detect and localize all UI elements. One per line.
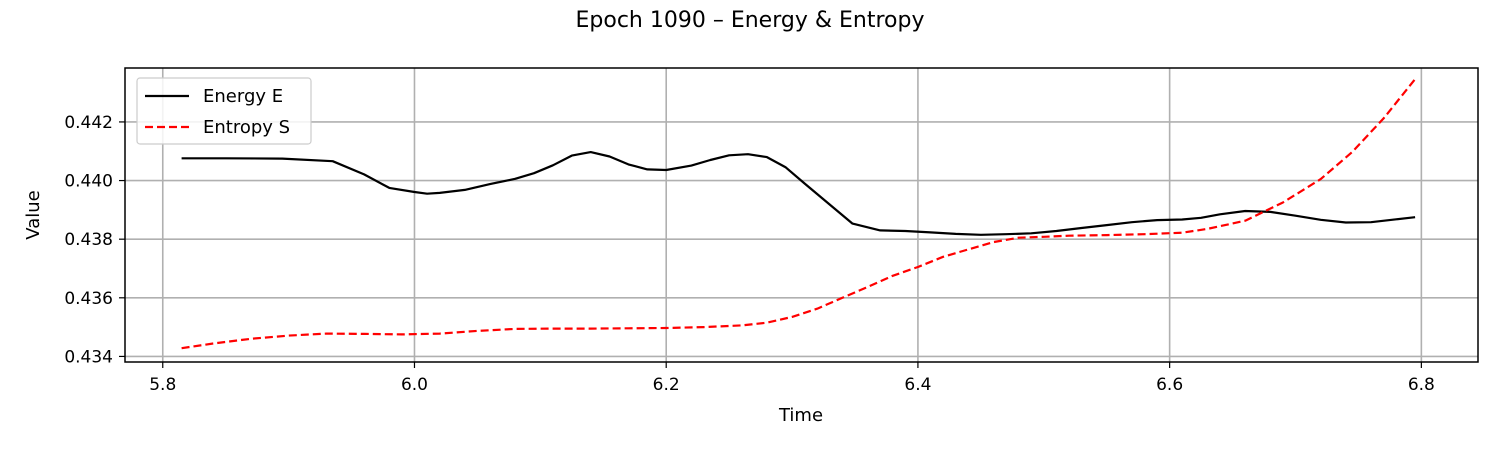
legend-box <box>136 77 312 145</box>
y-tick-label: 0.438 <box>64 230 113 250</box>
series-layer <box>181 78 1416 350</box>
tick-layer: 5.8 6.0 6.2 6.4 6.6 6.8 0.434 0.436 0.438 0.440 0.… <box>64 113 1435 395</box>
grid-layer <box>125 68 1478 362</box>
x-tick-label: 5.8 <box>149 375 176 395</box>
x-tick-label: 6.8 <box>1408 375 1435 395</box>
legend-label-entropy: Entropy S <box>203 117 290 138</box>
x-tick-label: 6.4 <box>904 375 931 395</box>
y-tick-label: 0.434 <box>64 347 113 367</box>
legend-label-energy: Energy E <box>203 86 283 107</box>
legend: Energy E Entropy S <box>136 77 312 145</box>
x-tick-label: 6.0 <box>401 375 428 395</box>
series-line-entropy <box>181 78 1416 350</box>
y-tick-label: 0.440 <box>64 172 113 192</box>
x-axis-label: Time <box>778 405 823 426</box>
y-tick-label: 0.436 <box>64 289 113 309</box>
x-tick-label: 6.2 <box>653 375 680 395</box>
y-tick-label: 0.442 <box>64 113 113 133</box>
plot-frame <box>124 67 1479 363</box>
series-line-energy <box>181 151 1416 236</box>
chart-title: Epoch 1090 – Energy & Entropy <box>576 8 925 33</box>
y-axis-label: Value <box>23 190 44 239</box>
x-tick-label: 6.6 <box>1156 375 1183 395</box>
